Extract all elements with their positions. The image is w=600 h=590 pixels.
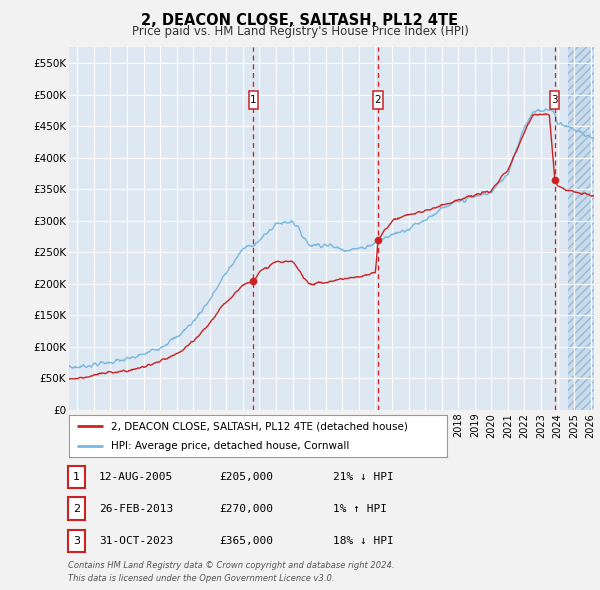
Text: Price paid vs. HM Land Registry's House Price Index (HPI): Price paid vs. HM Land Registry's House … [131,25,469,38]
Text: 1: 1 [250,95,256,105]
Text: 26-FEB-2013: 26-FEB-2013 [99,504,173,513]
Bar [568,47,594,410]
FancyBboxPatch shape [550,91,559,109]
Text: 2, DEACON CLOSE, SALTASH, PL12 4TE (detached house): 2, DEACON CLOSE, SALTASH, PL12 4TE (deta… [110,421,407,431]
Text: 18% ↓ HPI: 18% ↓ HPI [333,536,394,546]
Text: 2: 2 [375,95,382,105]
Text: 3: 3 [551,95,558,105]
Bar [568,47,594,410]
Text: 2, DEACON CLOSE, SALTASH, PL12 4TE: 2, DEACON CLOSE, SALTASH, PL12 4TE [142,13,458,28]
Text: 1: 1 [73,472,80,481]
Text: 21% ↓ HPI: 21% ↓ HPI [333,472,394,481]
Text: 1% ↑ HPI: 1% ↑ HPI [333,504,387,513]
FancyBboxPatch shape [373,91,383,109]
Text: 3: 3 [73,536,80,546]
Text: £365,000: £365,000 [219,536,273,546]
Text: 12-AUG-2005: 12-AUG-2005 [99,472,173,481]
Text: Contains HM Land Registry data © Crown copyright and database right 2024.: Contains HM Land Registry data © Crown c… [68,561,394,570]
Text: This data is licensed under the Open Government Licence v3.0.: This data is licensed under the Open Gov… [68,574,334,583]
Text: 31-OCT-2023: 31-OCT-2023 [99,536,173,546]
FancyBboxPatch shape [248,91,258,109]
Text: HPI: Average price, detached house, Cornwall: HPI: Average price, detached house, Corn… [110,441,349,451]
Text: 2: 2 [73,504,80,513]
Text: £205,000: £205,000 [219,472,273,481]
Text: £270,000: £270,000 [219,504,273,513]
